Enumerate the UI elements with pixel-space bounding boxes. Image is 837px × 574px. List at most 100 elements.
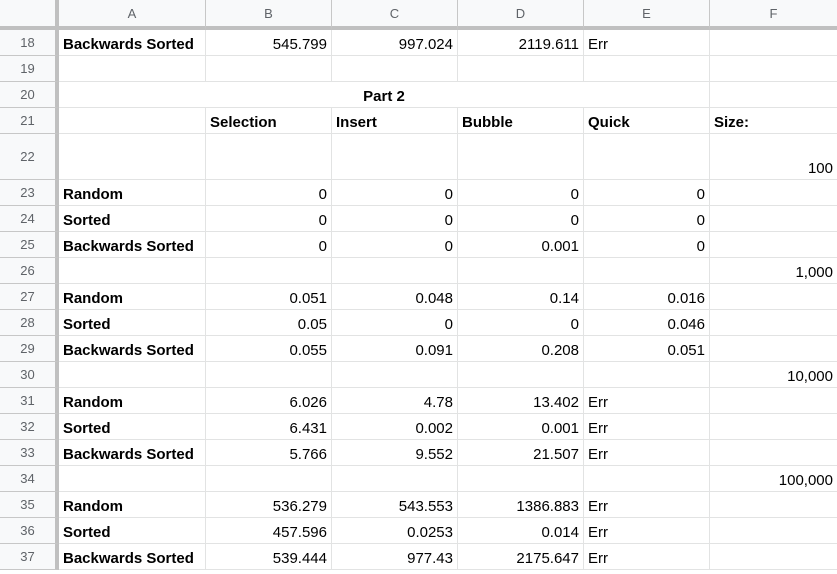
cell[interactable] [710, 336, 837, 362]
row-label-cell[interactable]: Sorted [59, 518, 206, 544]
cell[interactable]: 0.001 [458, 232, 584, 258]
cell[interactable]: 0 [332, 180, 458, 206]
cell[interactable]: 0 [584, 180, 710, 206]
cell[interactable] [206, 362, 332, 388]
row-label-cell[interactable] [59, 362, 206, 388]
row-label-cell[interactable]: Sorted [59, 414, 206, 440]
column-header-a[interactable]: A [59, 0, 206, 30]
cell[interactable] [710, 492, 837, 518]
cell[interactable]: 6.026 [206, 388, 332, 414]
row-label-cell[interactable] [59, 108, 206, 134]
cell[interactable] [710, 518, 837, 544]
column-header-b[interactable]: B [206, 0, 332, 30]
cell[interactable]: Err [584, 544, 710, 570]
cell[interactable] [458, 362, 584, 388]
row-label-cell[interactable]: Backwards Sorted [59, 544, 206, 570]
cell[interactable]: 2119.611 [458, 30, 584, 56]
cell[interactable] [710, 284, 837, 310]
cell[interactable]: 0.055 [206, 336, 332, 362]
cell[interactable] [710, 180, 837, 206]
row-header[interactable]: 20 [0, 82, 59, 108]
row-header[interactable]: 25 [0, 232, 59, 258]
cell[interactable] [584, 362, 710, 388]
cell[interactable]: 457.596 [206, 518, 332, 544]
cell[interactable]: 545.799 [206, 30, 332, 56]
cell[interactable]: 0.051 [584, 336, 710, 362]
cell[interactable] [584, 134, 710, 180]
row-label-cell[interactable]: Backwards Sorted [59, 336, 206, 362]
cell[interactable]: Err [584, 440, 710, 466]
row-label-cell[interactable]: Backwards Sorted [59, 440, 206, 466]
column-header-f[interactable]: F [710, 0, 837, 30]
row-label-cell[interactable] [59, 258, 206, 284]
row-label-cell[interactable] [59, 56, 206, 82]
row-header[interactable]: 34 [0, 466, 59, 492]
row-header[interactable]: 32 [0, 414, 59, 440]
cell[interactable] [206, 466, 332, 492]
row-label-cell[interactable]: Sorted [59, 206, 206, 232]
cell[interactable]: 0.001 [458, 414, 584, 440]
cell[interactable] [710, 544, 837, 570]
cell[interactable] [332, 466, 458, 492]
cell[interactable] [458, 466, 584, 492]
cell[interactable]: Err [584, 518, 710, 544]
cell[interactable]: 997.024 [332, 30, 458, 56]
cell[interactable]: Err [584, 30, 710, 56]
row-header[interactable]: 22 [0, 134, 59, 180]
cell[interactable]: 6.431 [206, 414, 332, 440]
column-header-c[interactable]: C [332, 0, 458, 30]
column-header-e[interactable]: E [584, 0, 710, 30]
row-header[interactable]: 35 [0, 492, 59, 518]
cell[interactable] [710, 440, 837, 466]
row-label-cell[interactable]: Random [59, 492, 206, 518]
cell[interactable]: Selection [206, 108, 332, 134]
cell[interactable]: 539.444 [206, 544, 332, 570]
row-header[interactable]: 23 [0, 180, 59, 206]
row-label-cell[interactable]: Random [59, 284, 206, 310]
cell[interactable]: 0.048 [332, 284, 458, 310]
cell[interactable]: 977.43 [332, 544, 458, 570]
cell[interactable] [710, 388, 837, 414]
cell[interactable]: 543.553 [332, 492, 458, 518]
row-header[interactable]: 33 [0, 440, 59, 466]
row-label-cell[interactable]: Backwards Sorted [59, 232, 206, 258]
cell[interactable]: 100 [710, 134, 837, 180]
cell[interactable] [710, 414, 837, 440]
cell[interactable]: Bubble [458, 108, 584, 134]
cell[interactable] [584, 466, 710, 492]
cell[interactable]: 4.78 [332, 388, 458, 414]
row-header[interactable]: 30 [0, 362, 59, 388]
cell[interactable] [206, 258, 332, 284]
cell[interactable]: Insert [332, 108, 458, 134]
cell[interactable]: 1386.883 [458, 492, 584, 518]
cell[interactable] [332, 134, 458, 180]
row-header[interactable]: 28 [0, 310, 59, 336]
cell[interactable]: 536.279 [206, 492, 332, 518]
cell[interactable] [458, 56, 584, 82]
cell[interactable]: 1,000 [710, 258, 837, 284]
row-header[interactable]: 36 [0, 518, 59, 544]
cell[interactable]: Quick [584, 108, 710, 134]
cell[interactable]: 0.002 [332, 414, 458, 440]
cell[interactable]: 0 [332, 310, 458, 336]
row-header[interactable]: 29 [0, 336, 59, 362]
cell[interactable] [584, 258, 710, 284]
column-header-d[interactable]: D [458, 0, 584, 30]
row-header[interactable]: 18 [0, 30, 59, 56]
row-label-cell[interactable]: Random [59, 180, 206, 206]
cell[interactable]: 0 [206, 232, 332, 258]
row-header[interactable]: 26 [0, 258, 59, 284]
select-all-corner[interactable] [0, 0, 59, 30]
cell[interactable]: 13.402 [458, 388, 584, 414]
cell[interactable] [332, 258, 458, 284]
cell[interactable]: 0.046 [584, 310, 710, 336]
cell[interactable]: Err [584, 414, 710, 440]
cell[interactable] [584, 56, 710, 82]
row-header[interactable]: 19 [0, 56, 59, 82]
cell[interactable] [458, 134, 584, 180]
cell[interactable] [710, 30, 837, 56]
row-label-cell[interactable]: Backwards Sorted [59, 30, 206, 56]
cell[interactable]: 0.05 [206, 310, 332, 336]
row-header[interactable]: 37 [0, 544, 59, 570]
row-header[interactable]: 27 [0, 284, 59, 310]
